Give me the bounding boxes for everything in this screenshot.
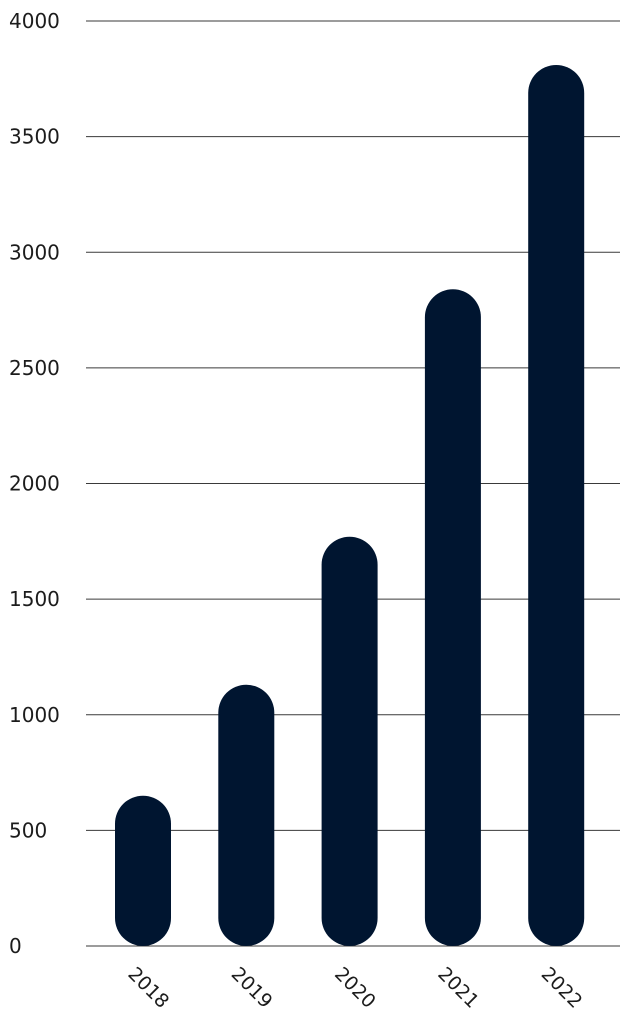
y-tick-label: 1000: [9, 703, 60, 727]
x-tick-label: 2022: [537, 963, 587, 1013]
y-tick-label: 3500: [9, 125, 60, 149]
grid-layer: [86, 20, 620, 947]
bar-2022: [528, 64, 585, 946]
y-tick-label: 2000: [9, 472, 60, 496]
x-tick-label: 2020: [330, 963, 380, 1013]
x-tick-label: 2018: [123, 963, 173, 1013]
bar-series: [115, 64, 585, 946]
y-tick-label: 2500: [9, 356, 60, 380]
bar-2019: [218, 684, 275, 946]
y-axis-ticks: 0 500 1000 1500 2000 2500 3000 3500 4000: [9, 9, 60, 958]
y-tick-label: 0: [9, 934, 22, 958]
bar-2021: [424, 289, 481, 946]
x-axis-ticks: 2018 2019 2020 2021 2022: [123, 963, 586, 1013]
y-tick-label: 3000: [9, 240, 60, 264]
x-tick-label: 2021: [433, 963, 483, 1013]
x-tick-label: 2019: [227, 963, 277, 1013]
y-tick-label: 500: [9, 818, 47, 842]
bar-2020: [321, 536, 378, 946]
bar-2018: [115, 795, 171, 946]
y-tick-label: 1500: [9, 587, 60, 611]
y-tick-label: 4000: [9, 9, 60, 33]
